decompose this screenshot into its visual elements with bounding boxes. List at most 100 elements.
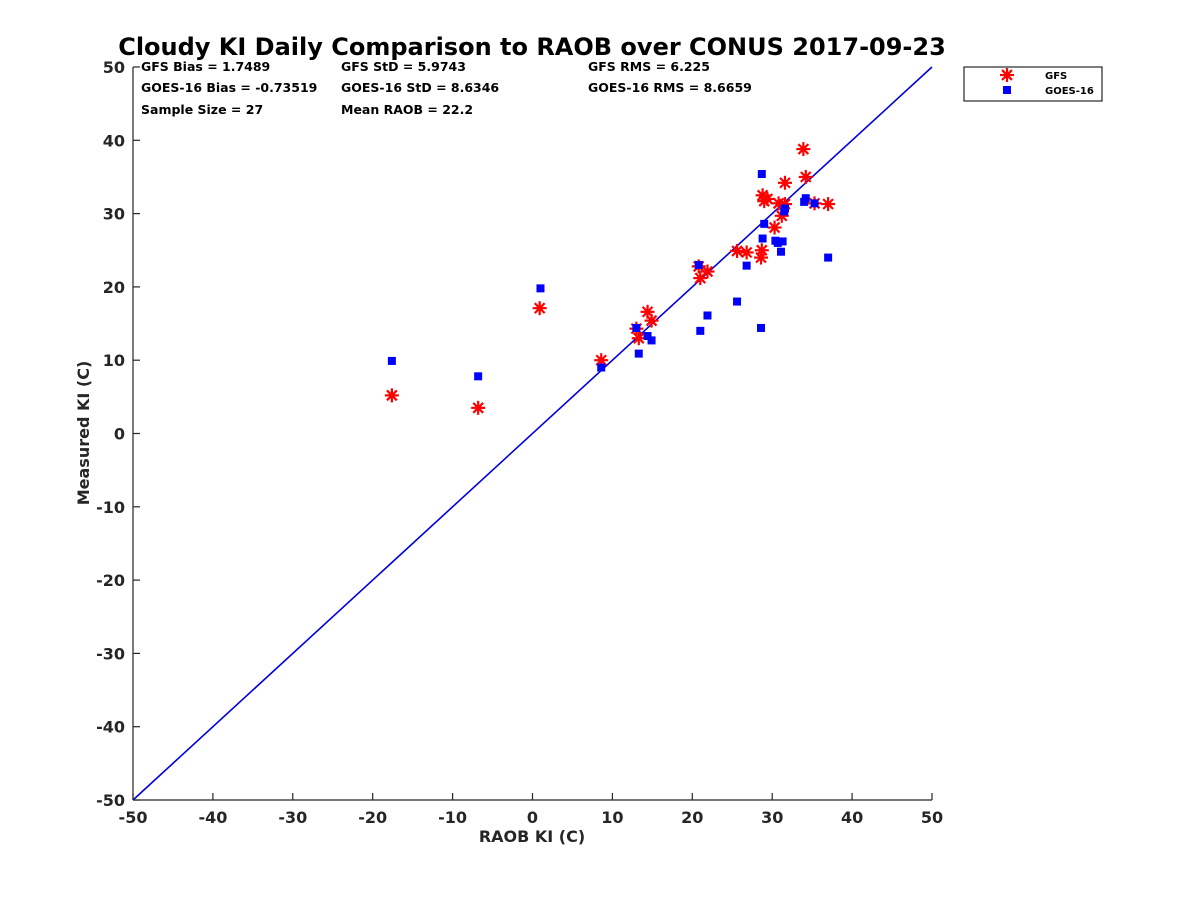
goes16-point bbox=[696, 326, 705, 335]
x-tick-label: 0 bbox=[527, 808, 538, 827]
asterisk-stroke bbox=[533, 302, 546, 314]
gfs-point bbox=[730, 243, 745, 258]
y-tick-label: 50 bbox=[103, 58, 125, 77]
goes16-point bbox=[733, 297, 742, 306]
x-tick-label: 40 bbox=[841, 808, 863, 827]
goes16-point bbox=[632, 323, 641, 332]
asterisk-stroke bbox=[472, 402, 484, 414]
goes16-point bbox=[776, 247, 785, 256]
gfs-point bbox=[821, 197, 836, 212]
x-ticks: -50 -40 -30 -20 -10 0 10 20 30 40 50 bbox=[119, 793, 943, 827]
goes16-point bbox=[643, 332, 652, 341]
legend-gfs-marker bbox=[1000, 68, 1014, 82]
y-tick-label: 40 bbox=[103, 131, 125, 150]
x-tick-label: 50 bbox=[921, 808, 943, 827]
stat-text: GFS StD = 5.9743 bbox=[341, 59, 466, 74]
goes16-point bbox=[757, 323, 766, 332]
legend-gfs-label: GFS bbox=[1045, 71, 1067, 82]
asterisk-stroke bbox=[761, 193, 774, 205]
chart-title: Cloudy KI Daily Comparison to RAOB over … bbox=[118, 33, 946, 61]
x-tick-label: 10 bbox=[601, 808, 623, 827]
goes16-point bbox=[760, 219, 769, 228]
gfs-point bbox=[798, 169, 813, 184]
asterisk-stroke bbox=[740, 246, 753, 259]
goes16-point bbox=[703, 311, 712, 320]
gfs-point bbox=[700, 264, 715, 279]
asterisk-stroke bbox=[1001, 69, 1013, 81]
goes16-series bbox=[387, 170, 833, 381]
y-tick-label: -40 bbox=[96, 718, 125, 737]
asterisk-stroke bbox=[797, 143, 810, 155]
y-ticks: -50 -40 -30 -20 -10 0 10 20 30 40 50 bbox=[96, 58, 140, 810]
asterisk-stroke bbox=[641, 306, 654, 318]
x-tick-label: -40 bbox=[198, 808, 227, 827]
asterisk-stroke bbox=[633, 332, 645, 344]
gfs-point bbox=[739, 245, 754, 260]
goes16-point bbox=[474, 372, 483, 381]
goes16-point bbox=[778, 237, 787, 246]
goes16-point bbox=[742, 261, 751, 270]
goes16-point bbox=[757, 170, 766, 179]
asterisk-stroke bbox=[386, 389, 398, 402]
x-axis-label: RAOB KI (C) bbox=[479, 827, 585, 846]
legend-box bbox=[963, 66, 1103, 102]
stat-text: GOES-16 StD = 8.6346 bbox=[341, 80, 499, 95]
x-tick-label: 20 bbox=[681, 808, 703, 827]
goes16-point bbox=[824, 253, 833, 262]
goes16-point bbox=[780, 204, 789, 213]
gfs-point bbox=[594, 353, 609, 368]
legend-goes16-square bbox=[1003, 86, 1011, 94]
y-tick-label: 30 bbox=[103, 205, 125, 224]
goes16-point bbox=[387, 356, 396, 365]
legend: GFS GOES-16 bbox=[963, 66, 1103, 102]
goes16-point bbox=[758, 234, 767, 243]
axes: -50 -40 -30 -20 -10 0 10 20 30 40 50 -50-40-30-20-… bbox=[96, 58, 943, 827]
one-to-one-line bbox=[132, 66, 933, 801]
stat-text: Sample Size = 27 bbox=[141, 102, 263, 117]
y-tick-label: 0 bbox=[114, 425, 125, 444]
gfs-series bbox=[384, 142, 836, 415]
stats-annotations: GFS Bias = 1.7489 GFS StD = 5.9743 GFS RMS… bbox=[141, 59, 752, 117]
goes16-point bbox=[773, 238, 782, 247]
y-tick-label: 20 bbox=[103, 278, 125, 297]
goes16-point bbox=[810, 199, 819, 208]
asterisk-stroke bbox=[701, 265, 714, 278]
gfs-point bbox=[796, 142, 811, 157]
stat-text: GFS RMS = 6.225 bbox=[588, 59, 710, 74]
legend-gfs-asterisk bbox=[1000, 68, 1014, 82]
asterisk-stroke bbox=[800, 171, 812, 183]
stat-text: GOES-16 Bias = -0.73519 bbox=[141, 80, 317, 95]
asterisk-stroke bbox=[768, 221, 781, 234]
reference-line-group bbox=[132, 66, 933, 801]
gfs-point bbox=[754, 243, 769, 258]
stat-text: Mean RAOB = 22.2 bbox=[341, 102, 473, 117]
x-tick-label: -50 bbox=[119, 808, 148, 827]
gfs-point bbox=[644, 313, 659, 328]
gfs-point bbox=[631, 331, 646, 346]
stat-text: GOES-16 RMS = 8.6659 bbox=[588, 80, 752, 95]
y-axis-label: Measured KI (C) bbox=[74, 361, 93, 506]
asterisk-stroke bbox=[595, 354, 607, 366]
goes16-point bbox=[597, 363, 606, 372]
goes16-point bbox=[536, 284, 545, 293]
y-tick-label: -20 bbox=[96, 571, 125, 590]
legend-goes16-marker bbox=[1003, 86, 1011, 94]
goes16-point bbox=[801, 194, 810, 203]
x-tick-label: -10 bbox=[438, 808, 467, 827]
gfs-point bbox=[532, 301, 547, 316]
asterisk-stroke bbox=[822, 198, 834, 210]
y-tick-label: -50 bbox=[96, 791, 125, 810]
stat-text: GFS Bias = 1.7489 bbox=[141, 59, 270, 74]
asterisk-stroke bbox=[756, 244, 768, 256]
gfs-point bbox=[767, 220, 782, 235]
asterisk-stroke bbox=[645, 314, 658, 327]
asterisk-stroke bbox=[731, 245, 743, 257]
legend-goes16-label: GOES-16 bbox=[1045, 86, 1094, 97]
plot-area: GFS Bias = 1.7489 GFS StD = 5.9743 GFS RMS… bbox=[96, 58, 943, 827]
gfs-point bbox=[471, 400, 486, 415]
y-tick-label: 10 bbox=[103, 351, 125, 370]
asterisk-stroke bbox=[779, 177, 791, 189]
goes16-point bbox=[694, 260, 703, 269]
y-tick-label: -30 bbox=[96, 644, 125, 663]
